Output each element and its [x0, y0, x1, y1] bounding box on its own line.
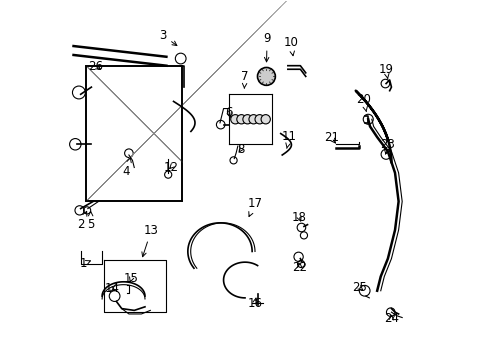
Text: 11: 11 [282, 130, 297, 148]
Text: 25: 25 [353, 282, 368, 294]
Text: 14: 14 [104, 283, 120, 296]
Text: 22: 22 [292, 261, 307, 274]
Circle shape [255, 114, 264, 124]
Text: 5: 5 [87, 211, 95, 231]
Text: 2: 2 [77, 211, 87, 231]
Text: 26: 26 [88, 60, 103, 73]
Text: 18: 18 [292, 211, 307, 224]
Text: 24: 24 [384, 312, 399, 325]
Text: 20: 20 [356, 93, 371, 112]
Text: 15: 15 [124, 272, 139, 285]
Text: 21: 21 [324, 131, 339, 144]
Text: 1: 1 [79, 257, 91, 270]
Text: 19: 19 [379, 63, 393, 79]
Circle shape [249, 114, 258, 124]
Text: 6: 6 [225, 105, 233, 119]
Text: 23: 23 [380, 139, 394, 154]
Circle shape [261, 114, 270, 124]
Text: 12: 12 [163, 161, 178, 174]
Circle shape [258, 67, 275, 85]
Text: 17: 17 [247, 197, 263, 216]
Circle shape [231, 114, 240, 124]
Text: 3: 3 [159, 29, 177, 46]
Text: 9: 9 [264, 32, 271, 62]
Text: 8: 8 [237, 143, 245, 156]
Text: 16: 16 [247, 297, 263, 310]
Text: 10: 10 [283, 36, 298, 56]
Circle shape [243, 114, 252, 124]
Circle shape [237, 114, 246, 124]
Text: 7: 7 [241, 70, 249, 89]
Text: 4: 4 [122, 158, 131, 177]
Text: 13: 13 [142, 224, 159, 257]
